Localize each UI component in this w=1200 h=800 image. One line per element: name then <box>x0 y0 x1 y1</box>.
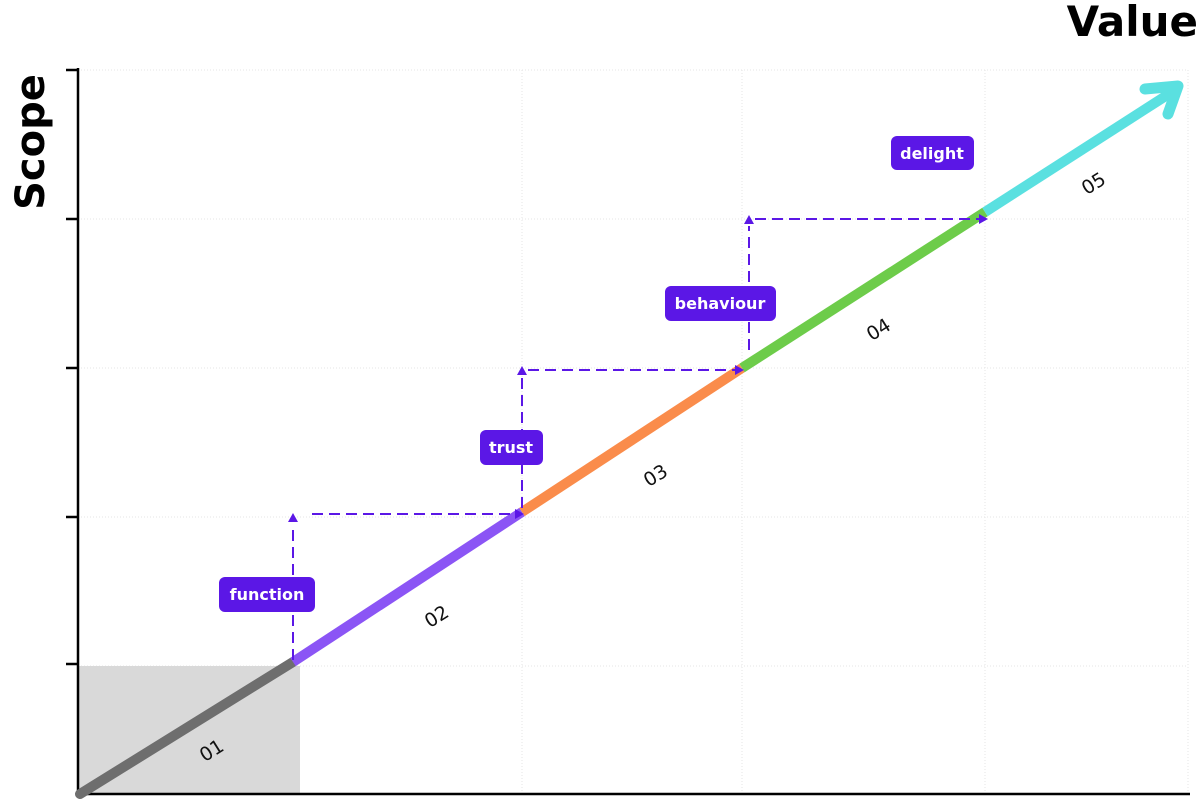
step-arrowheads <box>288 214 988 522</box>
up-arrowhead <box>288 513 298 522</box>
stage-label: trust <box>489 438 533 457</box>
axes <box>76 68 1190 796</box>
right-arrowhead <box>515 509 524 519</box>
progression-line <box>75 87 1175 799</box>
segment-label-02: 02 <box>421 601 453 632</box>
segment-02-line <box>290 507 525 667</box>
right-arrowhead <box>735 365 744 375</box>
grid <box>78 69 1189 794</box>
y-ticks <box>66 68 78 666</box>
segment-03-line <box>519 363 745 517</box>
segment-01-line <box>75 657 298 799</box>
segment-label-04: 04 <box>863 314 895 345</box>
stage-delight: delight <box>891 136 974 170</box>
stage-label: function <box>230 585 305 604</box>
segment-05-line <box>982 87 1175 217</box>
x-axis-title: Value <box>1067 0 1198 46</box>
up-arrowhead <box>517 366 527 375</box>
segment-label-05: 05 <box>1078 168 1110 199</box>
y-axis-title: Scope <box>8 74 54 210</box>
stage-label: delight <box>900 144 964 163</box>
stage-behaviour: behaviour <box>665 286 776 321</box>
stage-trust: trust <box>480 430 543 465</box>
stage-label: behaviour <box>675 294 766 313</box>
segment-04-line <box>739 207 988 373</box>
segment-label-03: 03 <box>640 460 672 491</box>
stage-function: function <box>219 577 315 612</box>
value-arrow-head <box>1139 80 1184 120</box>
right-arrowhead <box>979 214 988 224</box>
up-arrowhead <box>744 215 754 224</box>
